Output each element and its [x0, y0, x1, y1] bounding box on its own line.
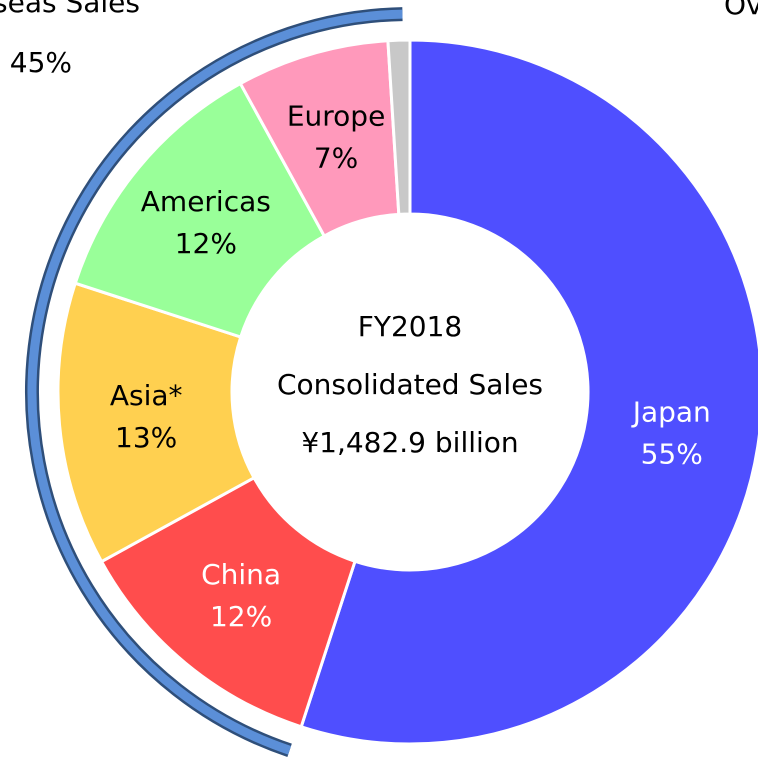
segment-label: China — [201, 558, 281, 591]
segment-value: 55% — [641, 437, 703, 470]
segment-label: Americas — [141, 185, 271, 218]
donut-segment — [56, 281, 257, 564]
segment-value: 12% — [210, 600, 272, 633]
segment-value: 12% — [175, 227, 237, 260]
segment-value: 7% — [314, 142, 358, 175]
segment-label: Asia* — [110, 379, 183, 412]
center-text: ¥1,482.9 billion — [301, 426, 518, 459]
bracket — [27, 9, 403, 755]
center-text: FY2018 — [358, 310, 462, 343]
bracket-label: Overseas Sales — [0, 0, 140, 19]
donut-segment — [386, 38, 412, 216]
donut-segment — [299, 38, 758, 746]
bracket-value: 45% — [10, 46, 72, 79]
segment-value: 13% — [115, 421, 177, 454]
corner-text: Ov — [724, 0, 758, 21]
segment-label: Japan — [631, 395, 711, 428]
center-text: Consolidated Sales — [277, 368, 543, 401]
segment-label: Europe — [287, 100, 385, 133]
